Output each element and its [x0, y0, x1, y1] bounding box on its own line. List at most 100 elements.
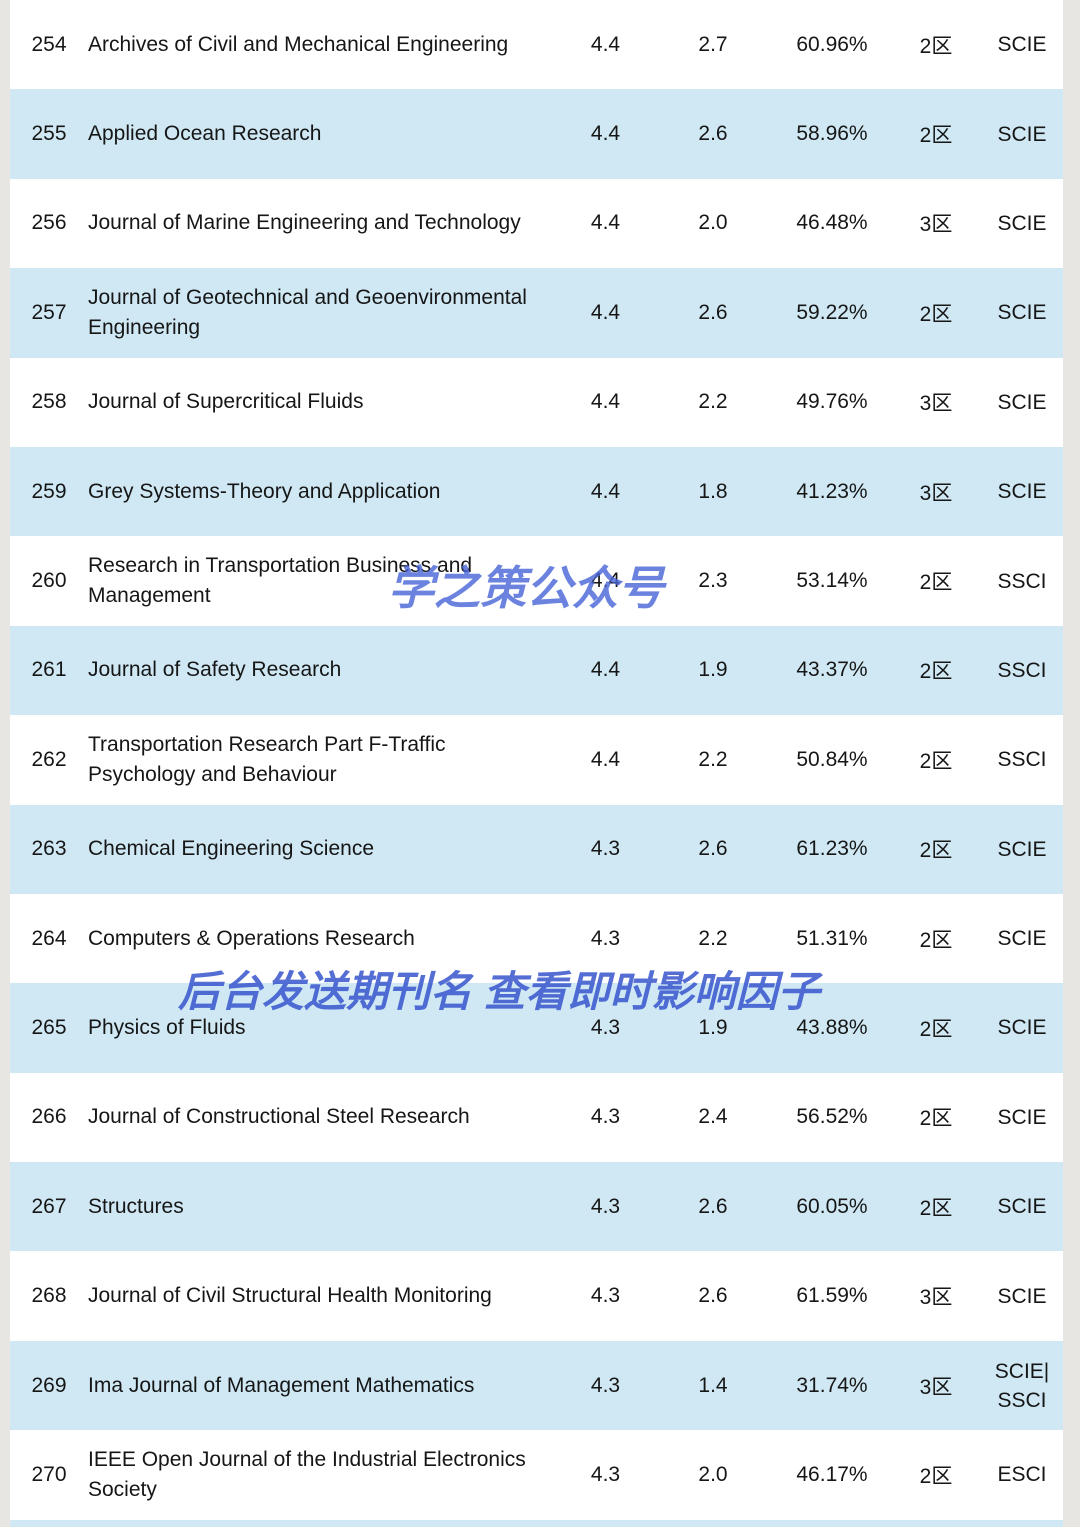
rank-cell: 256 — [31, 211, 67, 235]
percentile-cell: 51.31% — [796, 926, 868, 950]
index-cell: ESCI — [997, 1463, 1047, 1487]
percentile-cell: 61.59% — [796, 1284, 868, 1308]
impact-factor-cell: 4.4 — [590, 390, 621, 414]
zone-cell: 2区 — [919, 1464, 953, 1488]
percentile-cell: 43.37% — [796, 658, 868, 682]
impact-factor-cell: 4.3 — [590, 1105, 621, 1129]
index-cell: SCIE — [997, 122, 1047, 146]
zone-cell: 2区 — [919, 34, 953, 58]
table-row: 261 Journal of Safety Research 4.4 1.9 4… — [10, 625, 1063, 716]
journal-table: 254 Archives of Civil and Mechanical Eng… — [10, 0, 1063, 1520]
table-row: 258 Journal of Supercritical Fluids 4.4 … — [10, 357, 1063, 447]
index-cell: SCIE — [997, 1105, 1047, 1129]
zone-cell: 2区 — [919, 302, 953, 326]
journal-name-cell: Journal of Civil Structural Health Monit… — [88, 1284, 492, 1308]
journal-name-cell: Grey Systems-Theory and Application — [88, 479, 441, 503]
table-row: 263 Chemical Engineering Science 4.3 2.6… — [10, 804, 1063, 894]
impact-factor-cell: 4.4 — [590, 122, 621, 146]
percentile-cell: 41.23% — [796, 479, 868, 503]
zone-cell: 3区 — [919, 392, 953, 416]
table-row: 264 Computers & Operations Research 4.3 … — [10, 893, 1063, 984]
percentile-cell: 46.17% — [796, 1462, 868, 1486]
percentile-cell: 43.88% — [796, 1015, 868, 1039]
index-cell: SSCI — [997, 748, 1047, 772]
zone-cell: 3区 — [919, 213, 953, 237]
percentile-cell: 60.05% — [796, 1194, 868, 1218]
table-row: 259 Grey Systems-Theory and Application … — [10, 446, 1063, 537]
percentile-cell: 49.76% — [796, 390, 868, 414]
table-row: 270 IEEE Open Journal of the Industrial … — [10, 1430, 1063, 1520]
metric2-cell: 2.6 — [698, 1194, 728, 1218]
journal-name-cell: Computers & Operations Research — [88, 926, 415, 950]
journal-name-cell: Chemical Engineering Science — [88, 837, 374, 861]
rank-cell: 267 — [31, 1194, 67, 1218]
index-cell: SCIE — [997, 480, 1047, 504]
percentile-cell: 60.96% — [796, 32, 868, 56]
zone-cell: 2区 — [919, 749, 953, 773]
index-cell: SCIE — [997, 301, 1047, 325]
metric2-cell: 2.0 — [698, 211, 728, 235]
journal-name-cell: Journal of Safety Research — [88, 658, 342, 682]
rank-cell: 266 — [31, 1105, 67, 1129]
journal-name-cell: Research in Transportation Business and … — [88, 554, 473, 608]
zone-cell: 3区 — [919, 1375, 953, 1399]
zone-cell: 2区 — [919, 1017, 953, 1041]
impact-factor-cell: 4.3 — [590, 1194, 621, 1218]
metric2-cell: 2.2 — [698, 926, 728, 950]
zone-cell: 2区 — [919, 660, 953, 684]
rank-cell: 260 — [31, 569, 67, 593]
table-row: 268 Journal of Civil Structural Health M… — [10, 1251, 1063, 1341]
index-cell: SCIE — [997, 1284, 1047, 1308]
metric2-cell: 2.6 — [698, 122, 728, 146]
index-cell: SCIE — [997, 1016, 1047, 1040]
metric2-cell: 2.7 — [698, 32, 728, 56]
percentile-cell: 50.84% — [796, 747, 868, 771]
percentile-cell: 61.23% — [796, 837, 868, 861]
table-row: 254 Archives of Civil and Mechanical Eng… — [10, 0, 1063, 90]
percentile-cell: 46.48% — [796, 211, 868, 235]
journal-name-cell: Applied Ocean Research — [88, 122, 322, 146]
rank-cell: 255 — [31, 122, 67, 146]
journal-name-cell: Archives of Civil and Mechanical Enginee… — [88, 32, 509, 56]
journal-name-cell: Journal of Constructional Steel Research — [88, 1105, 470, 1129]
impact-factor-cell: 4.3 — [590, 1373, 621, 1397]
table-row: 260 Research in Transportation Business … — [10, 536, 1063, 626]
index-cell: SCIE| SSCI — [994, 1359, 1050, 1412]
metric2-cell: 1.4 — [698, 1373, 728, 1397]
impact-factor-cell: 4.4 — [590, 32, 621, 56]
metric2-cell: 2.6 — [698, 1284, 728, 1308]
journal-name-cell: Journal of Geotechnical and Geoenvironme… — [88, 285, 527, 339]
impact-factor-cell: 4.4 — [590, 747, 621, 771]
index-cell: SCIE — [997, 211, 1047, 235]
zone-cell: 2区 — [919, 571, 953, 595]
metric2-cell: 2.6 — [698, 300, 728, 324]
zone-cell: 3区 — [919, 481, 953, 505]
impact-factor-cell: 4.3 — [590, 1284, 621, 1308]
metric2-cell: 1.9 — [698, 1015, 728, 1039]
metric2-cell: 2.2 — [698, 747, 728, 771]
journal-name-cell: Ima Journal of Management Mathematics — [88, 1373, 475, 1397]
next-row-partial-strip — [10, 1519, 1063, 1527]
impact-factor-cell: 4.4 — [590, 300, 621, 324]
index-cell: SCIE — [997, 390, 1047, 414]
table-row: 256 Journal of Marine Engineering and Te… — [10, 178, 1063, 269]
table-row: 267 Structures 4.3 2.6 60.05% 2区 SCIE — [10, 1162, 1063, 1252]
impact-factor-cell: 4.3 — [590, 1015, 621, 1039]
metric2-cell: 2.4 — [698, 1105, 728, 1129]
rank-cell: 262 — [31, 747, 67, 771]
index-cell: SCIE — [997, 33, 1047, 57]
metric2-cell: 1.9 — [698, 658, 728, 682]
journal-name-cell: Structures — [88, 1194, 184, 1218]
journal-name-cell: Journal of Supercritical Fluids — [88, 390, 364, 414]
metric2-cell: 2.6 — [698, 837, 728, 861]
table-row: 262 Transportation Research Part F-Traff… — [10, 715, 1063, 805]
table-row: 257 Journal of Geotechnical and Geoenvir… — [10, 268, 1063, 358]
metric2-cell: 2.3 — [698, 569, 728, 593]
rank-cell: 257 — [31, 300, 67, 324]
rank-cell: 261 — [31, 658, 67, 682]
rank-cell: 263 — [31, 837, 67, 861]
zone-cell: 2区 — [919, 124, 953, 148]
journal-name-cell: Physics of Fluids — [88, 1015, 246, 1039]
rank-cell: 258 — [31, 390, 67, 414]
index-cell: SCIE — [997, 837, 1047, 861]
